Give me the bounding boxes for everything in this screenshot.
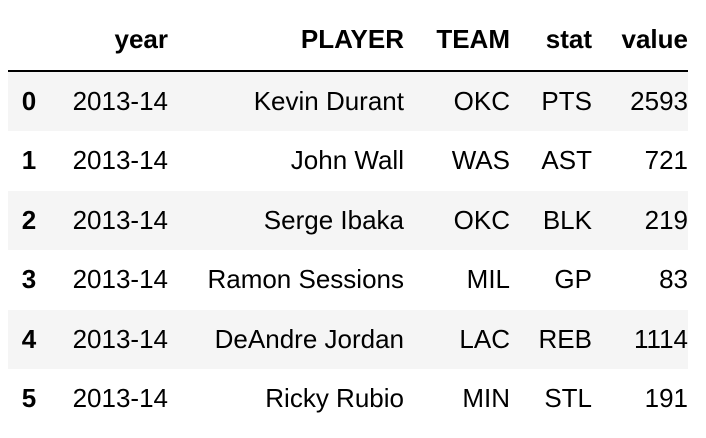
cell-value: 1114	[634, 323, 688, 354]
row-index: 0	[21, 85, 37, 116]
row-index: 2	[21, 204, 37, 235]
cell-stat: PTS	[541, 85, 592, 116]
cell-player: Ricky Rubio	[265, 383, 404, 414]
cell-stat: BLK	[542, 204, 592, 235]
table-row: 2 2013-14 Serge Ibaka OKC BLK 219	[8, 190, 688, 250]
cell-team: MIL	[466, 264, 510, 295]
cell-year: 2013-14	[72, 323, 168, 354]
header-year: year	[50, 10, 168, 72]
header-value: value	[592, 10, 688, 72]
table-row: 3 2013-14 Ramon Sessions MIL GP 83	[8, 250, 688, 310]
cell-team: MIN	[462, 383, 510, 414]
cell-team: OKC	[453, 85, 510, 116]
header-index	[8, 10, 50, 72]
cell-year: 2013-14	[72, 145, 168, 176]
cell-value: 191	[644, 383, 688, 414]
row-index: 3	[21, 264, 37, 295]
cell-stat: AST	[541, 145, 592, 176]
dataframe-table: year PLAYER TEAM stat value 0 2013-14 Ke…	[8, 10, 688, 429]
cell-stat: GP	[554, 264, 592, 295]
table-row: 1 2013-14 John Wall WAS AST 721	[8, 131, 688, 191]
cell-year: 2013-14	[72, 383, 168, 414]
cell-team: WAS	[451, 145, 510, 176]
cell-stat: STL	[544, 383, 592, 414]
table-body: 0 2013-14 Kevin Durant OKC PTS 2593 1 20…	[8, 70, 688, 429]
cell-player: DeAndre Jordan	[214, 323, 404, 354]
table-header: year PLAYER TEAM stat value	[8, 10, 688, 72]
cell-value: 2593	[630, 85, 688, 116]
header-team: TEAM	[404, 10, 510, 72]
cell-value: 219	[644, 204, 688, 235]
cell-stat: REB	[538, 323, 592, 354]
table-row: 4 2013-14 DeAndre Jordan LAC REB 1114	[8, 309, 688, 369]
cell-value: 83	[659, 264, 688, 295]
row-index: 4	[21, 323, 37, 354]
cell-team: OKC	[453, 204, 510, 235]
cell-year: 2013-14	[72, 204, 168, 235]
table-row: 5 2013-14 Ricky Rubio MIN STL 191	[8, 369, 688, 429]
cell-player: John Wall	[290, 145, 404, 176]
row-index: 5	[21, 383, 37, 414]
header-player: PLAYER	[168, 10, 404, 72]
cell-year: 2013-14	[72, 264, 168, 295]
cell-player: Serge Ibaka	[263, 204, 404, 235]
table-row: 0 2013-14 Kevin Durant OKC PTS 2593	[8, 70, 688, 131]
cell-player: Kevin Durant	[253, 85, 404, 116]
cell-value: 721	[644, 145, 688, 176]
header-stat: stat	[510, 10, 592, 72]
cell-team: LAC	[459, 323, 510, 354]
header-row: year PLAYER TEAM stat value	[8, 10, 688, 72]
cell-player: Ramon Sessions	[207, 264, 404, 295]
cell-year: 2013-14	[72, 85, 168, 116]
row-index: 1	[21, 145, 37, 176]
